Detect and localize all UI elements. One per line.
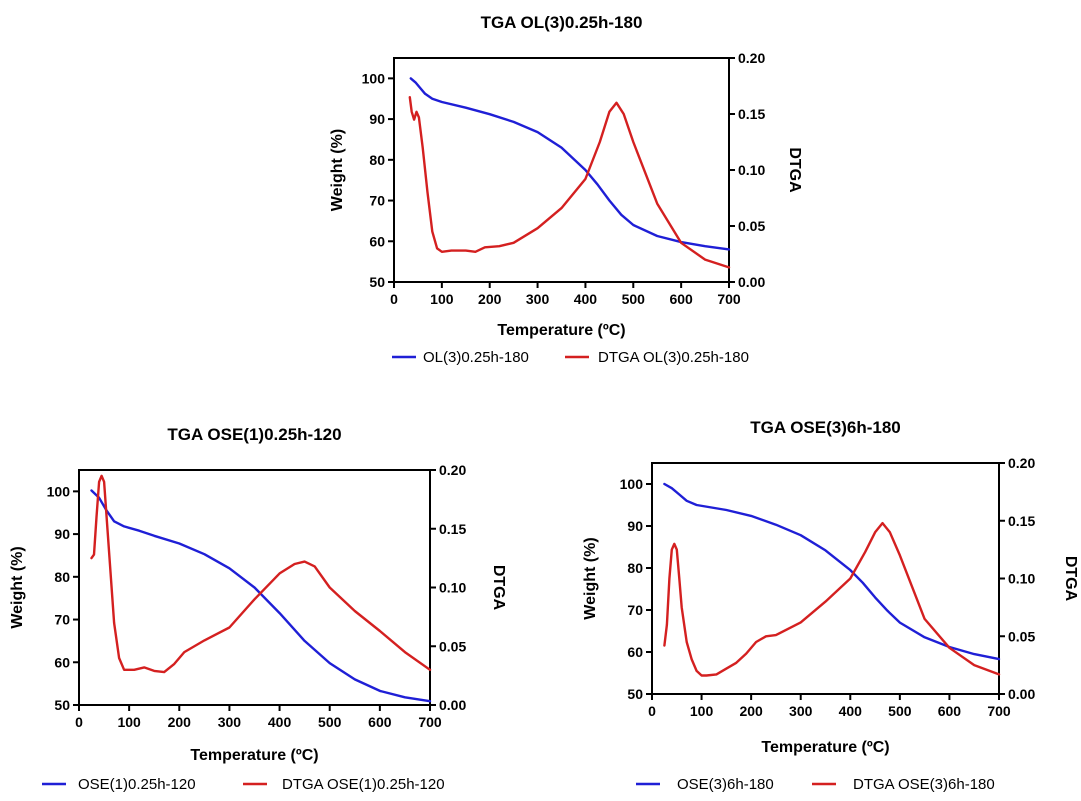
chart-title: TGA OSE(3)6h-180 bbox=[750, 418, 901, 437]
y2-tick-label: 0.20 bbox=[738, 50, 765, 66]
y2-tick-label: 0.00 bbox=[1008, 686, 1035, 702]
x-tick-label: 700 bbox=[987, 703, 1011, 719]
y-tick-label: 60 bbox=[627, 644, 643, 660]
x-tick-label: 200 bbox=[739, 703, 763, 719]
y2-axis-label: DTGA bbox=[490, 565, 507, 611]
y-tick-label: 100 bbox=[47, 483, 71, 499]
x-tick-label: 600 bbox=[368, 714, 392, 730]
x-tick-label: 500 bbox=[888, 703, 912, 719]
x-tick-label: 100 bbox=[430, 291, 454, 307]
x-tick-label: 300 bbox=[789, 703, 813, 719]
legend-label: OL(3)0.25h-180 bbox=[423, 349, 529, 366]
series-line-dtga bbox=[408, 95, 731, 269]
y2-tick-label: 0.05 bbox=[1008, 628, 1035, 644]
y-tick-label: 50 bbox=[627, 686, 643, 702]
y2-tick-label: 0.10 bbox=[439, 580, 466, 596]
legend-label: DTGA OSE(1)0.25h-120 bbox=[282, 776, 445, 793]
y2-tick-label: 0.15 bbox=[738, 106, 765, 122]
x-axis-label: Temperature (ºC) bbox=[190, 747, 318, 764]
x-tick-label: 600 bbox=[938, 703, 962, 719]
y-tick-label: 50 bbox=[54, 697, 70, 713]
x-tick-label: 700 bbox=[418, 714, 442, 730]
y2-tick-label: 0.15 bbox=[1008, 513, 1035, 529]
series-line-dtga bbox=[90, 474, 432, 674]
y2-axis-label: DTGA bbox=[786, 147, 803, 193]
legend-label: OSE(1)0.25h-120 bbox=[78, 776, 196, 793]
x-tick-label: 500 bbox=[622, 291, 646, 307]
y-tick-label: 60 bbox=[54, 654, 70, 670]
x-tick-label: 100 bbox=[690, 703, 714, 719]
x-tick-label: 0 bbox=[75, 714, 83, 730]
chart-2: TGA OSE(1)0.25h-120 0 100 200 300 400 500 600 70… bbox=[9, 425, 507, 793]
x-axis-label: Temperature (ºC) bbox=[761, 739, 889, 756]
y2-axis-label: DTGA bbox=[1062, 556, 1079, 602]
y-axis-label: Weight (%) bbox=[9, 546, 26, 628]
y-tick-label: 80 bbox=[54, 569, 70, 585]
x-tick-label: 300 bbox=[218, 714, 242, 730]
y-tick-label: 100 bbox=[620, 476, 644, 492]
legend-label: DTGA OL(3)0.25h-180 bbox=[598, 349, 749, 366]
y2-tick-label: 0.20 bbox=[439, 462, 466, 478]
chart-title: TGA OSE(1)0.25h-120 bbox=[167, 425, 341, 444]
y-tick-label: 60 bbox=[369, 233, 385, 249]
series-line-weight bbox=[663, 482, 1001, 661]
y-tick-label: 90 bbox=[369, 111, 385, 127]
y-tick-label: 50 bbox=[369, 274, 385, 290]
y-tick-label: 80 bbox=[627, 560, 643, 576]
series-line-weight bbox=[90, 489, 432, 703]
x-tick-label: 100 bbox=[117, 714, 141, 730]
y2-tick-label: 0.00 bbox=[439, 697, 466, 713]
series-line-weight bbox=[409, 77, 731, 251]
legend-label: OSE(3)6h-180 bbox=[677, 776, 774, 793]
y2-tick-label: 0.10 bbox=[1008, 571, 1035, 587]
legend-label: DTGA OSE(3)6h-180 bbox=[853, 776, 995, 793]
y2-tick-label: 0.20 bbox=[1008, 455, 1035, 471]
y-tick-label: 70 bbox=[627, 602, 643, 618]
y-tick-label: 80 bbox=[369, 152, 385, 168]
chart-3: TGA OSE(3)6h-180 0 100 200 300 400 500 600 700 50… bbox=[582, 418, 1079, 793]
y2-tick-label: 0.10 bbox=[738, 162, 765, 178]
series-line-dtga bbox=[663, 521, 1001, 677]
x-axis-label: Temperature (ºC) bbox=[497, 322, 625, 339]
chart-title: TGA OL(3)0.25h-180 bbox=[481, 13, 643, 32]
x-tick-label: 400 bbox=[839, 703, 863, 719]
y-axis-label: Weight (%) bbox=[582, 537, 599, 619]
x-tick-label: 400 bbox=[574, 291, 598, 307]
x-tick-label: 200 bbox=[478, 291, 502, 307]
x-tick-label: 300 bbox=[526, 291, 550, 307]
x-tick-label: 200 bbox=[168, 714, 192, 730]
y-tick-label: 90 bbox=[627, 518, 643, 534]
y2-tick-label: 0.05 bbox=[439, 638, 466, 654]
y2-tick-label: 0.00 bbox=[738, 274, 765, 290]
y-tick-label: 70 bbox=[54, 612, 70, 628]
y2-tick-label: 0.05 bbox=[738, 218, 765, 234]
x-tick-label: 700 bbox=[717, 291, 741, 307]
x-tick-label: 0 bbox=[390, 291, 398, 307]
y-tick-label: 100 bbox=[362, 70, 386, 86]
x-tick-label: 400 bbox=[268, 714, 292, 730]
y2-tick-label: 0.15 bbox=[439, 521, 466, 537]
y-tick-label: 70 bbox=[369, 193, 385, 209]
x-tick-label: 600 bbox=[669, 291, 693, 307]
x-tick-label: 500 bbox=[318, 714, 342, 730]
y-axis-label: Weight (%) bbox=[329, 129, 346, 211]
x-tick-label: 0 bbox=[648, 703, 656, 719]
y-tick-label: 90 bbox=[54, 526, 70, 542]
